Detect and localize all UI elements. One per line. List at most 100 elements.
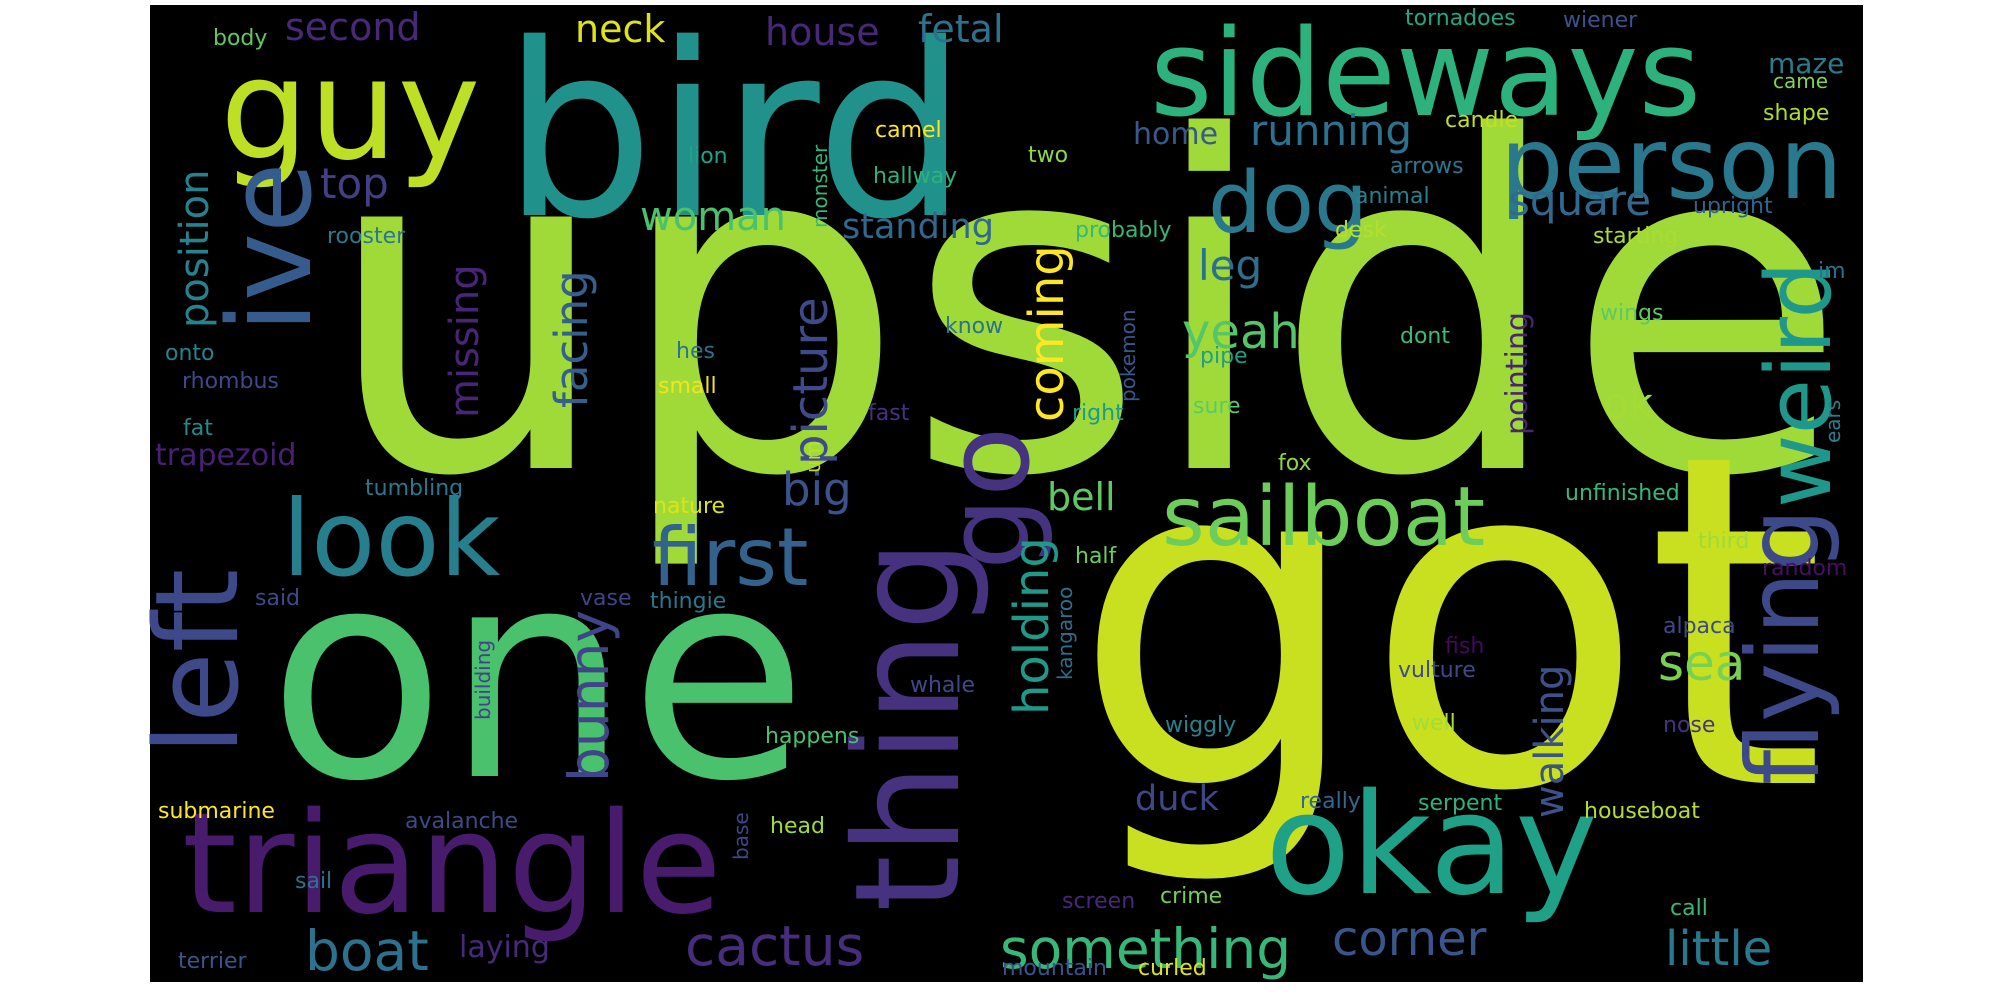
word-home: home <box>1133 117 1218 152</box>
word-head: head <box>770 814 825 839</box>
word-ive: ive <box>204 162 338 333</box>
word-candle: candle <box>1445 108 1518 133</box>
word-pointing: pointing <box>1500 312 1535 435</box>
word-terrier: terrier <box>178 949 248 974</box>
word-pokemon: pokemon <box>1116 310 1140 403</box>
word-guy: guy <box>220 29 480 192</box>
word-half: half <box>1075 544 1118 569</box>
word-something: something <box>1000 917 1291 981</box>
word-sideways: sideways <box>1150 5 1701 144</box>
word-whale: whale <box>910 673 975 698</box>
word-wings: wings <box>1600 301 1663 326</box>
word-holding: holding <box>1004 537 1060 715</box>
word-neck: neck <box>575 7 665 51</box>
word-person: person <box>1500 105 1843 222</box>
word-fast: fast <box>868 401 910 426</box>
word-rhombus: rhombus <box>182 369 279 394</box>
word-monster: monster <box>808 144 832 228</box>
word-cloud-canvas <box>150 5 1863 982</box>
word-fish: fish <box>1445 634 1484 659</box>
word-arrows: arrows <box>1390 154 1464 179</box>
word-coming: coming <box>1019 245 1075 422</box>
word-said: said <box>255 586 300 611</box>
word-screen: screen <box>1062 889 1135 914</box>
word-kangaroo: kangaroo <box>1053 587 1077 680</box>
word-alpaca: alpaca <box>1663 614 1736 639</box>
word-boat: boat <box>305 919 429 983</box>
word-upside: upside <box>322 42 1848 577</box>
word-small: small <box>658 374 717 399</box>
word-well: well <box>1412 711 1456 736</box>
word-third: third <box>1698 529 1749 554</box>
word-thing: thing <box>824 539 993 912</box>
word-top: top <box>320 159 389 208</box>
word-bell: bell <box>1047 475 1116 519</box>
word-upright: upright <box>1693 194 1773 219</box>
word-unfinished: unfinished <box>1565 481 1680 506</box>
word-shape: shape <box>1763 101 1829 126</box>
word-little: little <box>1665 921 1772 977</box>
word-laying: laying <box>459 930 550 965</box>
word-houseboat: houseboat <box>1584 799 1700 824</box>
word-missing: missing <box>442 264 488 418</box>
word-dog: dog <box>1208 154 1368 253</box>
word-sailboat: sailboat <box>1162 470 1485 565</box>
word-wiggly: wiggly <box>1165 713 1236 738</box>
word-sure: sure <box>1193 394 1241 419</box>
word-picture: picture <box>783 297 839 465</box>
word-lion: lion <box>688 144 728 169</box>
word-animal: animal <box>1355 184 1430 209</box>
word-serpent: serpent <box>1418 791 1502 816</box>
word-cactus: cactus <box>685 914 864 978</box>
word-bird: bird <box>502 0 968 272</box>
word-go: go <box>922 427 1056 570</box>
word-flying: flying <box>1725 508 1842 785</box>
word-big: big <box>782 463 852 516</box>
word-sail: sail <box>295 869 332 894</box>
word-ears: ears <box>1821 400 1845 443</box>
word-body: body <box>213 26 267 51</box>
word-thingie: thingie <box>650 589 726 614</box>
word-triangle: triangle <box>182 783 722 946</box>
word-came: came <box>1773 69 1828 93</box>
word-facing: facing <box>545 270 598 408</box>
word-first: first <box>652 511 808 604</box>
word-random: random <box>1762 556 1847 581</box>
word-call: call <box>1670 896 1708 921</box>
word-woman: woman <box>640 194 786 240</box>
word-crime: crime <box>1160 884 1222 909</box>
word-look: look <box>282 478 501 600</box>
word-hes: hes <box>676 339 715 364</box>
word-know: know <box>945 314 1003 339</box>
word-position: position <box>172 170 218 328</box>
word-fat: fat <box>183 416 213 441</box>
word-vase: vase <box>580 586 632 611</box>
word-sea: sea <box>1658 634 1745 692</box>
word-pipe: pipe <box>1200 344 1248 369</box>
word-running: running <box>1250 106 1412 155</box>
word-left: left <box>131 569 265 755</box>
word-fetal: fetal <box>918 7 1004 51</box>
word-nature: nature <box>653 494 725 519</box>
word-yeah: yeah <box>1182 304 1300 360</box>
word-im: im <box>1818 259 1846 284</box>
word-standing: standing <box>842 207 994 247</box>
word-okay: okay <box>1265 764 1598 927</box>
word-corner: corner <box>1332 911 1487 967</box>
word-building: building <box>471 640 495 720</box>
word-really: really <box>1300 789 1361 814</box>
word-trapezoid: trapezoid <box>155 438 296 473</box>
word-mountain: mountain <box>1002 956 1107 981</box>
word-one: one <box>268 508 808 845</box>
word-starting: starting <box>1593 224 1678 249</box>
word-happens: happens <box>765 724 859 749</box>
word-curled: curled <box>1138 956 1207 981</box>
word-dont: dont <box>1400 324 1450 349</box>
word-leg: leg <box>1198 241 1262 290</box>
word-tumbling: tumbling <box>365 476 463 501</box>
word-rooster: rooster <box>327 224 406 249</box>
word-duck: duck <box>1135 779 1220 819</box>
word-hallway: hallway <box>873 164 957 189</box>
